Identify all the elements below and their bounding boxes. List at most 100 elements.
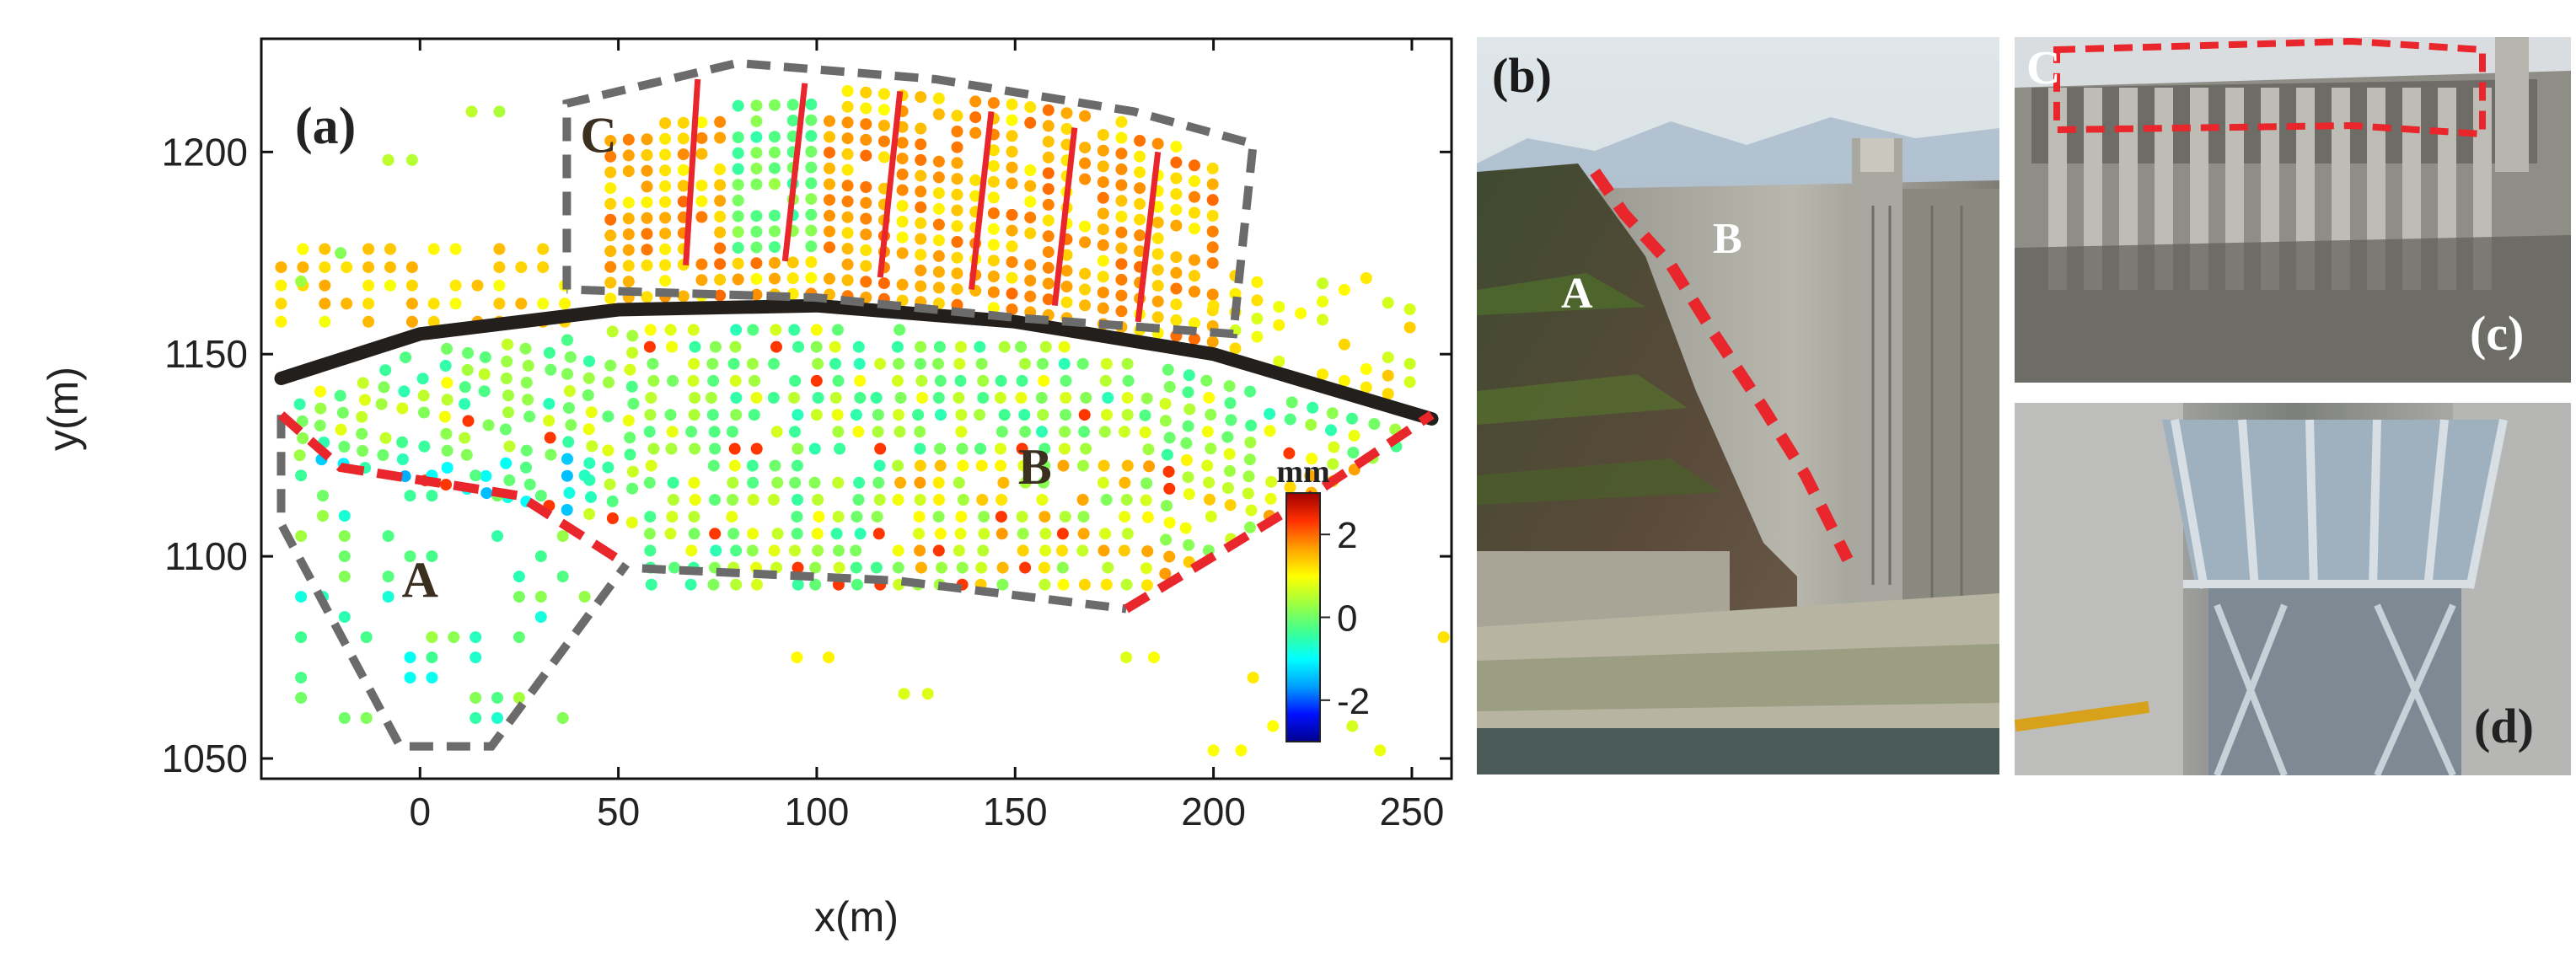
scatter-point [1036, 426, 1048, 438]
scatter-point [732, 257, 744, 270]
crack-segment [877, 91, 904, 278]
scatter-point [1099, 528, 1112, 540]
scatter-point [872, 476, 885, 489]
scatter-point [604, 292, 617, 305]
scatter-point [841, 132, 854, 145]
x-tick-label: 50 [597, 790, 640, 833]
scatter-point [314, 419, 326, 431]
scatter-point [677, 116, 690, 129]
scatter-point [732, 179, 744, 191]
scatter-point [932, 171, 945, 184]
scatter-point [714, 289, 727, 302]
scatter-point [860, 260, 872, 272]
scatter-point [405, 315, 418, 328]
scatter-point [480, 469, 492, 482]
scatter-point [791, 511, 803, 523]
scatter-point [860, 276, 872, 288]
scatter-point [705, 392, 717, 404]
scatter-point [1076, 494, 1089, 506]
scatter-point [915, 249, 927, 261]
scatter-point [1206, 257, 1219, 270]
scatter-point [1264, 492, 1277, 505]
scatter-point [732, 226, 744, 238]
scatter-point [934, 442, 947, 455]
scatter-point [1221, 482, 1234, 494]
scatter-point [805, 114, 818, 126]
scatter-point [659, 180, 672, 192]
scatter-point [427, 297, 440, 310]
scatter-point [667, 374, 679, 387]
scatter-point [1151, 137, 1164, 150]
scatter-point [357, 445, 369, 457]
scatter-point [914, 426, 926, 438]
scatter-point [709, 442, 722, 455]
scatter-point [824, 115, 835, 127]
scatter-point [624, 431, 636, 444]
photo-panel-b: (b) A B [1477, 37, 1999, 774]
scatter-point [667, 476, 679, 489]
scatter-point [750, 178, 763, 190]
scatter-point [1403, 321, 1416, 334]
scatter-point [659, 259, 672, 271]
scatter-point [1206, 194, 1219, 206]
scatter-point [805, 193, 818, 206]
region-b-boundary [641, 564, 1127, 614]
scatter-points [275, 85, 1450, 757]
scatter-point [1317, 277, 1328, 290]
panel-d-label: (d) [2474, 699, 2534, 753]
scatter-point [1244, 437, 1257, 448]
scatter-point [1338, 338, 1350, 351]
scatter-point [1042, 167, 1055, 180]
scatter-point [1162, 363, 1174, 376]
scatter-point [1006, 224, 1018, 237]
scatter-point [582, 372, 595, 384]
scatter-point [747, 476, 759, 489]
scatter-point [459, 431, 471, 444]
scatter-point [841, 100, 854, 113]
axis-ticks: 0 50 100 150 200 250 1050 1100 1150 1200 [162, 39, 1452, 833]
scatter-point [841, 147, 854, 160]
scatter-point [1206, 178, 1219, 190]
scatter-point [789, 544, 801, 557]
scatter-point [585, 406, 598, 419]
scatter-point [563, 486, 576, 499]
region-label: B [1018, 439, 1052, 495]
scatter-point [1097, 238, 1109, 251]
scatter-point [832, 374, 845, 387]
scatter-point [582, 423, 595, 436]
scatter-point [832, 511, 845, 523]
scatter-point [792, 409, 804, 421]
scatter-point [769, 178, 781, 190]
scatter-point [1042, 230, 1055, 243]
scatter-point [1100, 357, 1113, 370]
scatter-point [932, 108, 945, 121]
scatter-point [377, 449, 389, 461]
region-label: A [402, 552, 438, 608]
scatter-point [1006, 208, 1018, 221]
scatter-point [914, 357, 926, 370]
scatter-point [1121, 459, 1134, 472]
scatter-point [293, 398, 306, 410]
scatter-point [641, 196, 653, 209]
scatter-point [915, 185, 927, 198]
scatter-point [921, 688, 934, 700]
scatter-point [1036, 494, 1049, 506]
scatter-point [1251, 330, 1264, 343]
scatter-point [534, 490, 547, 502]
scatter-point [534, 591, 547, 603]
scatter-point [622, 228, 635, 240]
scatter-point [915, 264, 927, 276]
scatter-point [625, 380, 638, 393]
x-tick-label: 100 [785, 790, 850, 833]
scatter-point [914, 442, 926, 455]
scatter-point [812, 494, 824, 506]
scatter-point [1403, 376, 1416, 389]
scatter-point [1346, 412, 1358, 425]
scatter-point [1006, 177, 1018, 190]
scatter-point [295, 692, 308, 704]
scatter-point [994, 392, 1006, 404]
scatter-point [1140, 392, 1153, 405]
scatter-point [892, 459, 904, 472]
scatter-point [892, 544, 904, 557]
scatter-point [1024, 259, 1037, 271]
